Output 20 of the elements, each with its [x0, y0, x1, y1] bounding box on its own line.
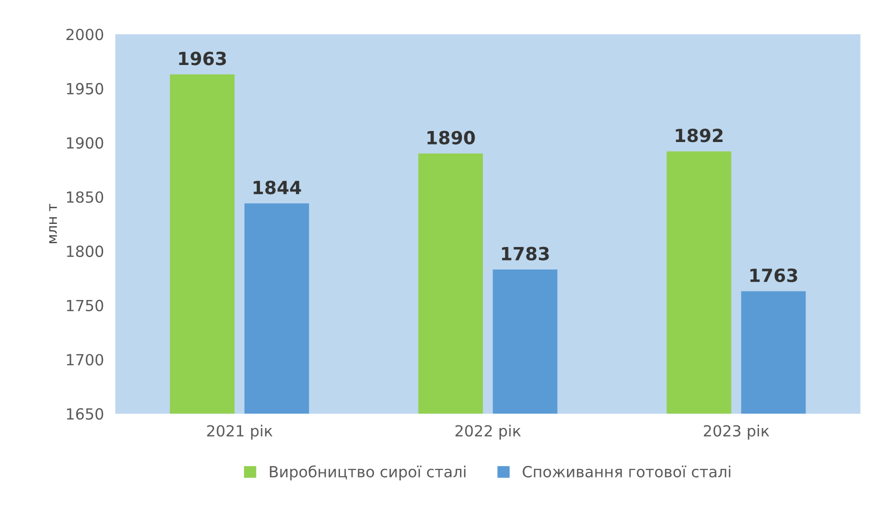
y-tick-label: 1800: [66, 246, 104, 258]
y-tick-label: 1650: [66, 408, 104, 420]
data-label: 1844: [254, 180, 302, 194]
legend-label: Споживання готової сталі: [522, 466, 730, 478]
y-tick-label: 1700: [66, 354, 104, 366]
y-tick-label: 1750: [66, 300, 104, 312]
x-tick-label: 2021 рік: [207, 424, 272, 440]
y-tick-label: 1900: [66, 137, 104, 149]
data-label: 1892: [676, 128, 723, 142]
y-tick-label: 1850: [66, 191, 104, 203]
data-label: 1763: [750, 268, 798, 282]
x-tick-label: 2022 рік: [456, 424, 521, 440]
legend-label: Виробництво сирої сталі: [270, 465, 466, 480]
y-tick-label: 2000: [66, 28, 104, 40]
data-label: 1963: [179, 52, 226, 66]
x-tick-label: 2023 рік: [704, 424, 770, 440]
data-label: 1783: [502, 246, 549, 260]
data-label: 1890: [428, 130, 475, 144]
y-tick-label: 1950: [66, 82, 104, 94]
y-axis-title: млн т: [49, 204, 57, 244]
